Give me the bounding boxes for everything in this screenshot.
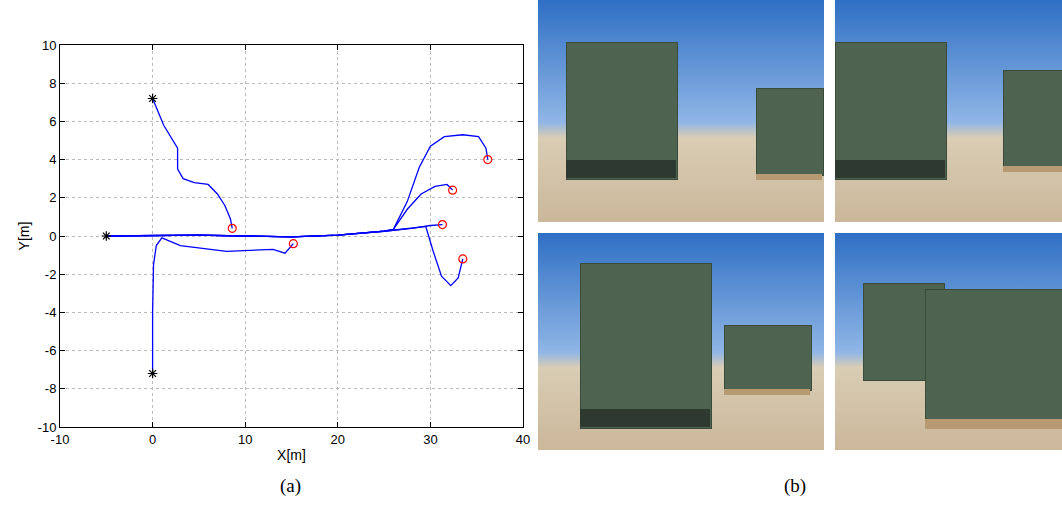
svg-text:40: 40 <box>516 432 530 447</box>
svg-text:10: 10 <box>42 38 56 53</box>
svg-text:X[m]: X[m] <box>277 447 306 463</box>
svg-text:-4: -4 <box>45 305 57 320</box>
svg-text:(b): (b) <box>784 475 806 497</box>
svg-text:6: 6 <box>49 114 56 129</box>
svg-text:-10: -10 <box>51 432 70 447</box>
svg-text:-6: -6 <box>45 343 57 358</box>
svg-text:0: 0 <box>149 432 156 447</box>
svg-text:20: 20 <box>331 432 345 447</box>
svg-text:(a): (a) <box>280 475 301 497</box>
svg-text:10: 10 <box>238 432 252 447</box>
svg-text:-2: -2 <box>45 267 57 282</box>
svg-text:Y[m]: Y[m] <box>16 222 32 251</box>
svg-text:30: 30 <box>423 432 437 447</box>
svg-text:4: 4 <box>49 152 56 167</box>
svg-text:0: 0 <box>49 229 56 244</box>
svg-text:-10: -10 <box>38 420 57 435</box>
svg-text:-8: -8 <box>45 381 57 396</box>
svg-text:8: 8 <box>49 76 56 91</box>
svg-text:2: 2 <box>49 190 56 205</box>
